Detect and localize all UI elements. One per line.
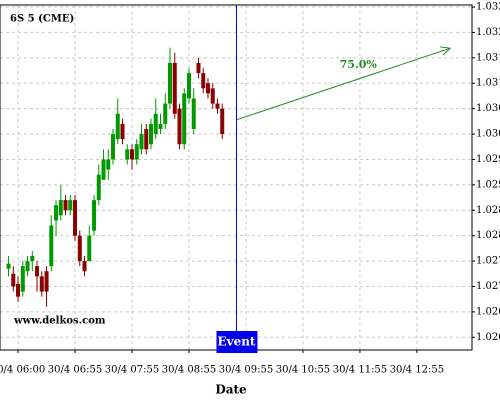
- candle-body: [158, 123, 163, 129]
- candle-body: [106, 159, 111, 170]
- candle-body: [210, 88, 215, 104]
- candle-body: [30, 256, 35, 262]
- candle-body: [205, 83, 210, 94]
- y-tick-label: 1.0271: [476, 281, 500, 292]
- candle-body: [54, 205, 59, 221]
- candle-body: [20, 266, 25, 292]
- x-tick-label: 30/4 10:55: [276, 365, 330, 376]
- candle-body: [63, 200, 68, 211]
- candle-body: [16, 283, 21, 297]
- candle-body: [134, 144, 139, 160]
- candle-body: [172, 62, 177, 114]
- y-tick-label: 1.0291: [476, 179, 500, 190]
- candle-body: [177, 108, 182, 145]
- arrow-label: 75.0%: [340, 58, 378, 71]
- watermark: www.delkos.com: [13, 316, 106, 327]
- candle-body: [11, 273, 16, 287]
- candle-body: [25, 261, 30, 272]
- candle-body: [49, 225, 54, 267]
- candle-body: [39, 276, 44, 292]
- candle-body: [6, 263, 11, 269]
- candle-body: [68, 200, 73, 211]
- y-tick-label: 1.0276: [476, 256, 500, 267]
- candle-body: [220, 108, 225, 135]
- candle-body: [196, 62, 201, 74]
- y-tick-label: 1.0281: [476, 230, 500, 241]
- x-tick-label: 30/4 06:55: [48, 365, 102, 376]
- candle-body: [77, 235, 82, 262]
- arrow-head: [440, 46, 452, 56]
- arrow-line: [236, 47, 451, 121]
- y-tick-label: 1.0286: [476, 205, 500, 216]
- candle-body: [191, 98, 196, 129]
- candle-body: [120, 123, 125, 140]
- candle-body: [73, 200, 78, 236]
- candle-body: [96, 174, 101, 201]
- candle-body: [144, 128, 149, 150]
- candle-body: [153, 113, 158, 135]
- candle-body: [201, 73, 206, 89]
- y-tick-label: 1.0261: [476, 332, 500, 343]
- x-tick-label: 30/4 06:00: [0, 365, 45, 376]
- candle-body: [111, 134, 116, 160]
- y-tick-label: 1.0326: [476, 2, 500, 13]
- y-tick-label: 1.0301: [476, 129, 500, 140]
- x-axis-label: Date: [215, 383, 247, 397]
- x-tick-label: 30/4 09:55: [219, 365, 273, 376]
- candle-body: [82, 261, 87, 272]
- candle-body: [87, 235, 92, 262]
- y-tick-label: 1.0311: [476, 78, 500, 89]
- candle-body: [139, 134, 144, 150]
- candle-body: [92, 200, 97, 231]
- chart-title: 6S 5 (CME): [10, 14, 74, 25]
- candle-body: [182, 93, 187, 145]
- x-tick-label: 30/4 12:55: [390, 365, 444, 376]
- event-label: Event: [217, 335, 255, 349]
- candle-body: [101, 159, 106, 180]
- candle-body: [186, 73, 191, 99]
- candle-body: [58, 200, 63, 216]
- x-tick-label: 30/4 11:55: [333, 365, 387, 376]
- x-tick-label: 30/4 08:55: [162, 365, 216, 376]
- candle-body: [215, 103, 220, 109]
- candle-body: [44, 271, 49, 292]
- x-tick-label: 30/4 07:55: [105, 365, 159, 376]
- y-tick-label: 1.0296: [476, 154, 500, 165]
- candle-body: [35, 266, 40, 277]
- candle-body: [130, 149, 135, 160]
- y-tick-label: 1.0266: [476, 306, 500, 317]
- y-tick-label: 1.0321: [476, 27, 500, 38]
- event-box: [216, 331, 258, 353]
- candle-body: [149, 123, 154, 145]
- y-tick-label: 1.0316: [476, 52, 500, 63]
- candle-body: [163, 103, 168, 124]
- candle-body: [125, 149, 130, 160]
- y-tick-label: 1.0306: [476, 103, 500, 114]
- candle-body: [167, 62, 172, 104]
- candle-body: [115, 113, 120, 140]
